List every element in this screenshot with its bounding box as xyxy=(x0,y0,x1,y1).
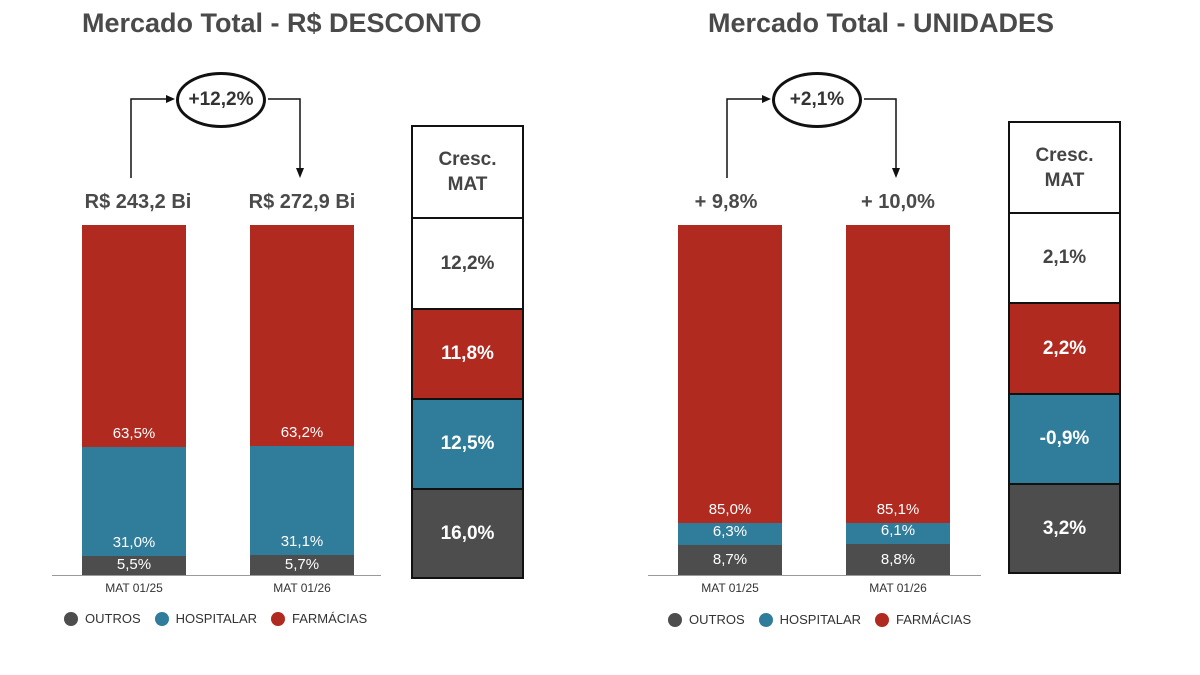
growth-hospitalar-cell: 12,5% xyxy=(413,400,522,488)
bar-segment-farmacias xyxy=(82,225,186,448)
growth-header-line1: Cresc. xyxy=(438,149,497,170)
x-axis-line xyxy=(648,575,981,576)
legend-dot-hospitalar xyxy=(154,611,169,626)
legend-label: HOSPITALAR xyxy=(779,612,862,627)
bar-segment-hospitalar xyxy=(846,522,950,545)
growth-outros-cell: 3,2% xyxy=(1010,485,1119,572)
growth-table-divider xyxy=(413,217,522,219)
arrow-right-head xyxy=(296,168,304,178)
x-tick-label-2: MAT 01/26 xyxy=(273,581,331,595)
growth-table-divider xyxy=(1010,302,1119,304)
legend-label: FARMÁCIAS xyxy=(896,612,972,627)
growth-badge: +12,2% xyxy=(176,72,266,128)
bar-data-label-hospitalar: 31,0% xyxy=(112,533,156,551)
growth-farmacias-cell: 2,2% xyxy=(1010,304,1119,393)
legend-item-hospitalar: HOSPITALAR xyxy=(154,611,258,626)
growth-farmacias-cell: 11,8% xyxy=(413,310,522,398)
bar-segment-farmacias xyxy=(678,225,782,523)
growth-table-divider xyxy=(413,398,522,400)
arrow-right-head xyxy=(892,168,900,178)
bar-total-label-1: + 9,8% xyxy=(694,191,758,213)
growth-table-divider xyxy=(413,308,522,310)
bar-total-label-1: R$ 243,2 Bi xyxy=(84,191,192,213)
legend-item-farmacias: FARMÁCIAS xyxy=(875,612,971,627)
arrow-left-connector xyxy=(726,98,768,178)
bar-segment-outros xyxy=(82,555,186,575)
x-axis-line xyxy=(52,575,381,576)
bar-segment-hospitalar xyxy=(678,522,782,545)
legend-item-outros: OUTROS xyxy=(668,612,745,627)
growth-table-divider xyxy=(1010,212,1119,214)
bar-data-label-outros: 5,7% xyxy=(284,556,320,574)
bar-data-label-farmacias: 85,1% xyxy=(876,500,920,518)
growth-header-line1: Cresc. xyxy=(1035,144,1094,166)
bar-data-label-farmacias: 63,5% xyxy=(112,425,156,443)
bar-segment-outros xyxy=(250,555,354,575)
arrow-left-head xyxy=(762,95,771,103)
bar-segment-hospitalar xyxy=(82,447,186,556)
growth-total-cell: 2,1% xyxy=(1010,214,1119,302)
x-tick-label-1: MAT 01/25 xyxy=(701,581,759,595)
growth-outros-cell: 16,0% xyxy=(413,490,522,577)
legend-item-outros: OUTROS xyxy=(64,611,141,626)
chart-panel-desconto: Mercado Total - R$ DESCONTO +12,2% R$ 24… xyxy=(52,8,524,626)
bar-data-label-farmacias: 85,0% xyxy=(708,500,752,518)
growth-table-divider xyxy=(1010,483,1119,485)
growth-table-header: Cresc. MAT xyxy=(1010,123,1119,212)
bar-segment-farmacias xyxy=(846,225,950,523)
legend-item-farmacias: FARMÁCIAS xyxy=(271,611,367,626)
bar-total-label-2: + 10,0% xyxy=(861,191,935,213)
legend-dot-hospitalar xyxy=(758,612,773,627)
arrow-left-connector xyxy=(130,98,172,178)
growth-header-line2: MAT xyxy=(1044,169,1085,191)
bar-data-label-hospitalar: 31,1% xyxy=(280,533,324,551)
bar-data-label-hospitalar: 6,1% xyxy=(880,522,916,540)
growth-table: Cresc. MAT 2,1% 2,2% -0,9% 3,2% xyxy=(1008,121,1121,574)
bar-data-label-outros: 8,8% xyxy=(880,550,916,568)
bar-segment-hospitalar xyxy=(250,446,354,556)
legend-dot-farmacias xyxy=(271,611,286,626)
growth-hospitalar-cell: -0,9% xyxy=(1010,395,1119,483)
x-tick-label-2: MAT 01/26 xyxy=(869,581,927,595)
bar-data-label-outros: 5,5% xyxy=(116,556,152,574)
arrow-right-connector xyxy=(864,98,897,172)
legend-label: OUTROS xyxy=(689,612,745,627)
growth-table: Cresc. MAT 12,2% 11,8% 12,5% 16,0% xyxy=(411,125,524,579)
growth-header-line2: MAT xyxy=(447,174,488,195)
growth-badge: +2,1% xyxy=(772,72,862,128)
legend-dot-outros xyxy=(64,611,78,626)
bar-segment-outros xyxy=(678,544,782,575)
legend-dot-outros xyxy=(668,612,682,627)
bar-data-label-outros: 8,7% xyxy=(712,550,748,568)
legend-item-hospitalar: HOSPITALAR xyxy=(758,612,862,627)
growth-table-divider xyxy=(1010,393,1119,395)
bar-segment-farmacias xyxy=(250,225,354,447)
legend-label: HOSPITALAR xyxy=(175,611,258,626)
bar-total-label-2: R$ 272,9 Bi xyxy=(248,191,356,213)
growth-table-header: Cresc. MAT xyxy=(413,127,522,217)
chart-legend: OUTROS HOSPITALAR FARMÁCIAS xyxy=(64,611,381,626)
legend-label: OUTROS xyxy=(85,611,141,626)
chart-panel-unidades: Mercado Total - UNIDADES +2,1% + 9,8% + … xyxy=(596,0,1196,675)
chart-title: Mercado Total - UNIDADES xyxy=(708,8,1055,38)
legend-dot-farmacias xyxy=(875,612,890,627)
chart-legend: OUTROS HOSPITALAR FARMÁCIAS xyxy=(668,612,985,627)
growth-total-cell: 12,2% xyxy=(413,219,522,308)
growth-table-divider xyxy=(413,488,522,490)
arrow-left-head xyxy=(166,95,175,103)
bar-data-label-hospitalar: 6,3% xyxy=(712,522,748,540)
chart-title: Mercado Total - R$ DESCONTO xyxy=(82,8,482,38)
bar-segment-outros xyxy=(846,544,950,575)
bar-data-label-farmacias: 63,2% xyxy=(280,424,324,442)
x-tick-label-1: MAT 01/25 xyxy=(105,581,163,595)
arrow-right-connector xyxy=(268,98,301,172)
legend-label: FARMÁCIAS xyxy=(292,611,368,626)
